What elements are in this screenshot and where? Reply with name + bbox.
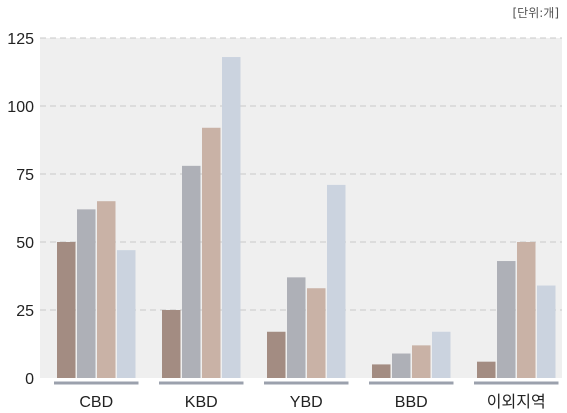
bar (497, 261, 516, 378)
bar (432, 331, 451, 378)
bar (202, 127, 221, 378)
unit-label: [단위:개] (512, 6, 559, 20)
bar (182, 165, 201, 378)
bar (327, 184, 346, 378)
bar (162, 310, 181, 378)
bar (537, 285, 556, 378)
x-tick-label: KBD (185, 394, 218, 411)
x-tick-label: CBD (79, 394, 113, 411)
bar (307, 288, 326, 378)
bar (412, 345, 431, 378)
bar (77, 209, 96, 378)
y-tick-label: 125 (7, 31, 34, 48)
x-tick-label: 이외지역 (487, 393, 546, 411)
x-tick-label: BBD (395, 394, 428, 411)
x-tick-label: YBD (290, 394, 323, 411)
bar (477, 361, 496, 378)
y-tick-label: 0 (25, 371, 34, 388)
y-tick-label: 100 (7, 99, 34, 116)
bar (57, 242, 76, 378)
bar (97, 201, 116, 378)
y-tick-label: 75 (16, 167, 34, 184)
bar (267, 331, 286, 378)
bar (117, 250, 136, 378)
bar (287, 277, 306, 378)
bar (222, 57, 241, 378)
bar (392, 353, 411, 378)
y-tick-label: 25 (16, 303, 34, 320)
bar (372, 364, 391, 378)
bar (517, 242, 536, 378)
y-tick-label: 50 (16, 235, 34, 252)
